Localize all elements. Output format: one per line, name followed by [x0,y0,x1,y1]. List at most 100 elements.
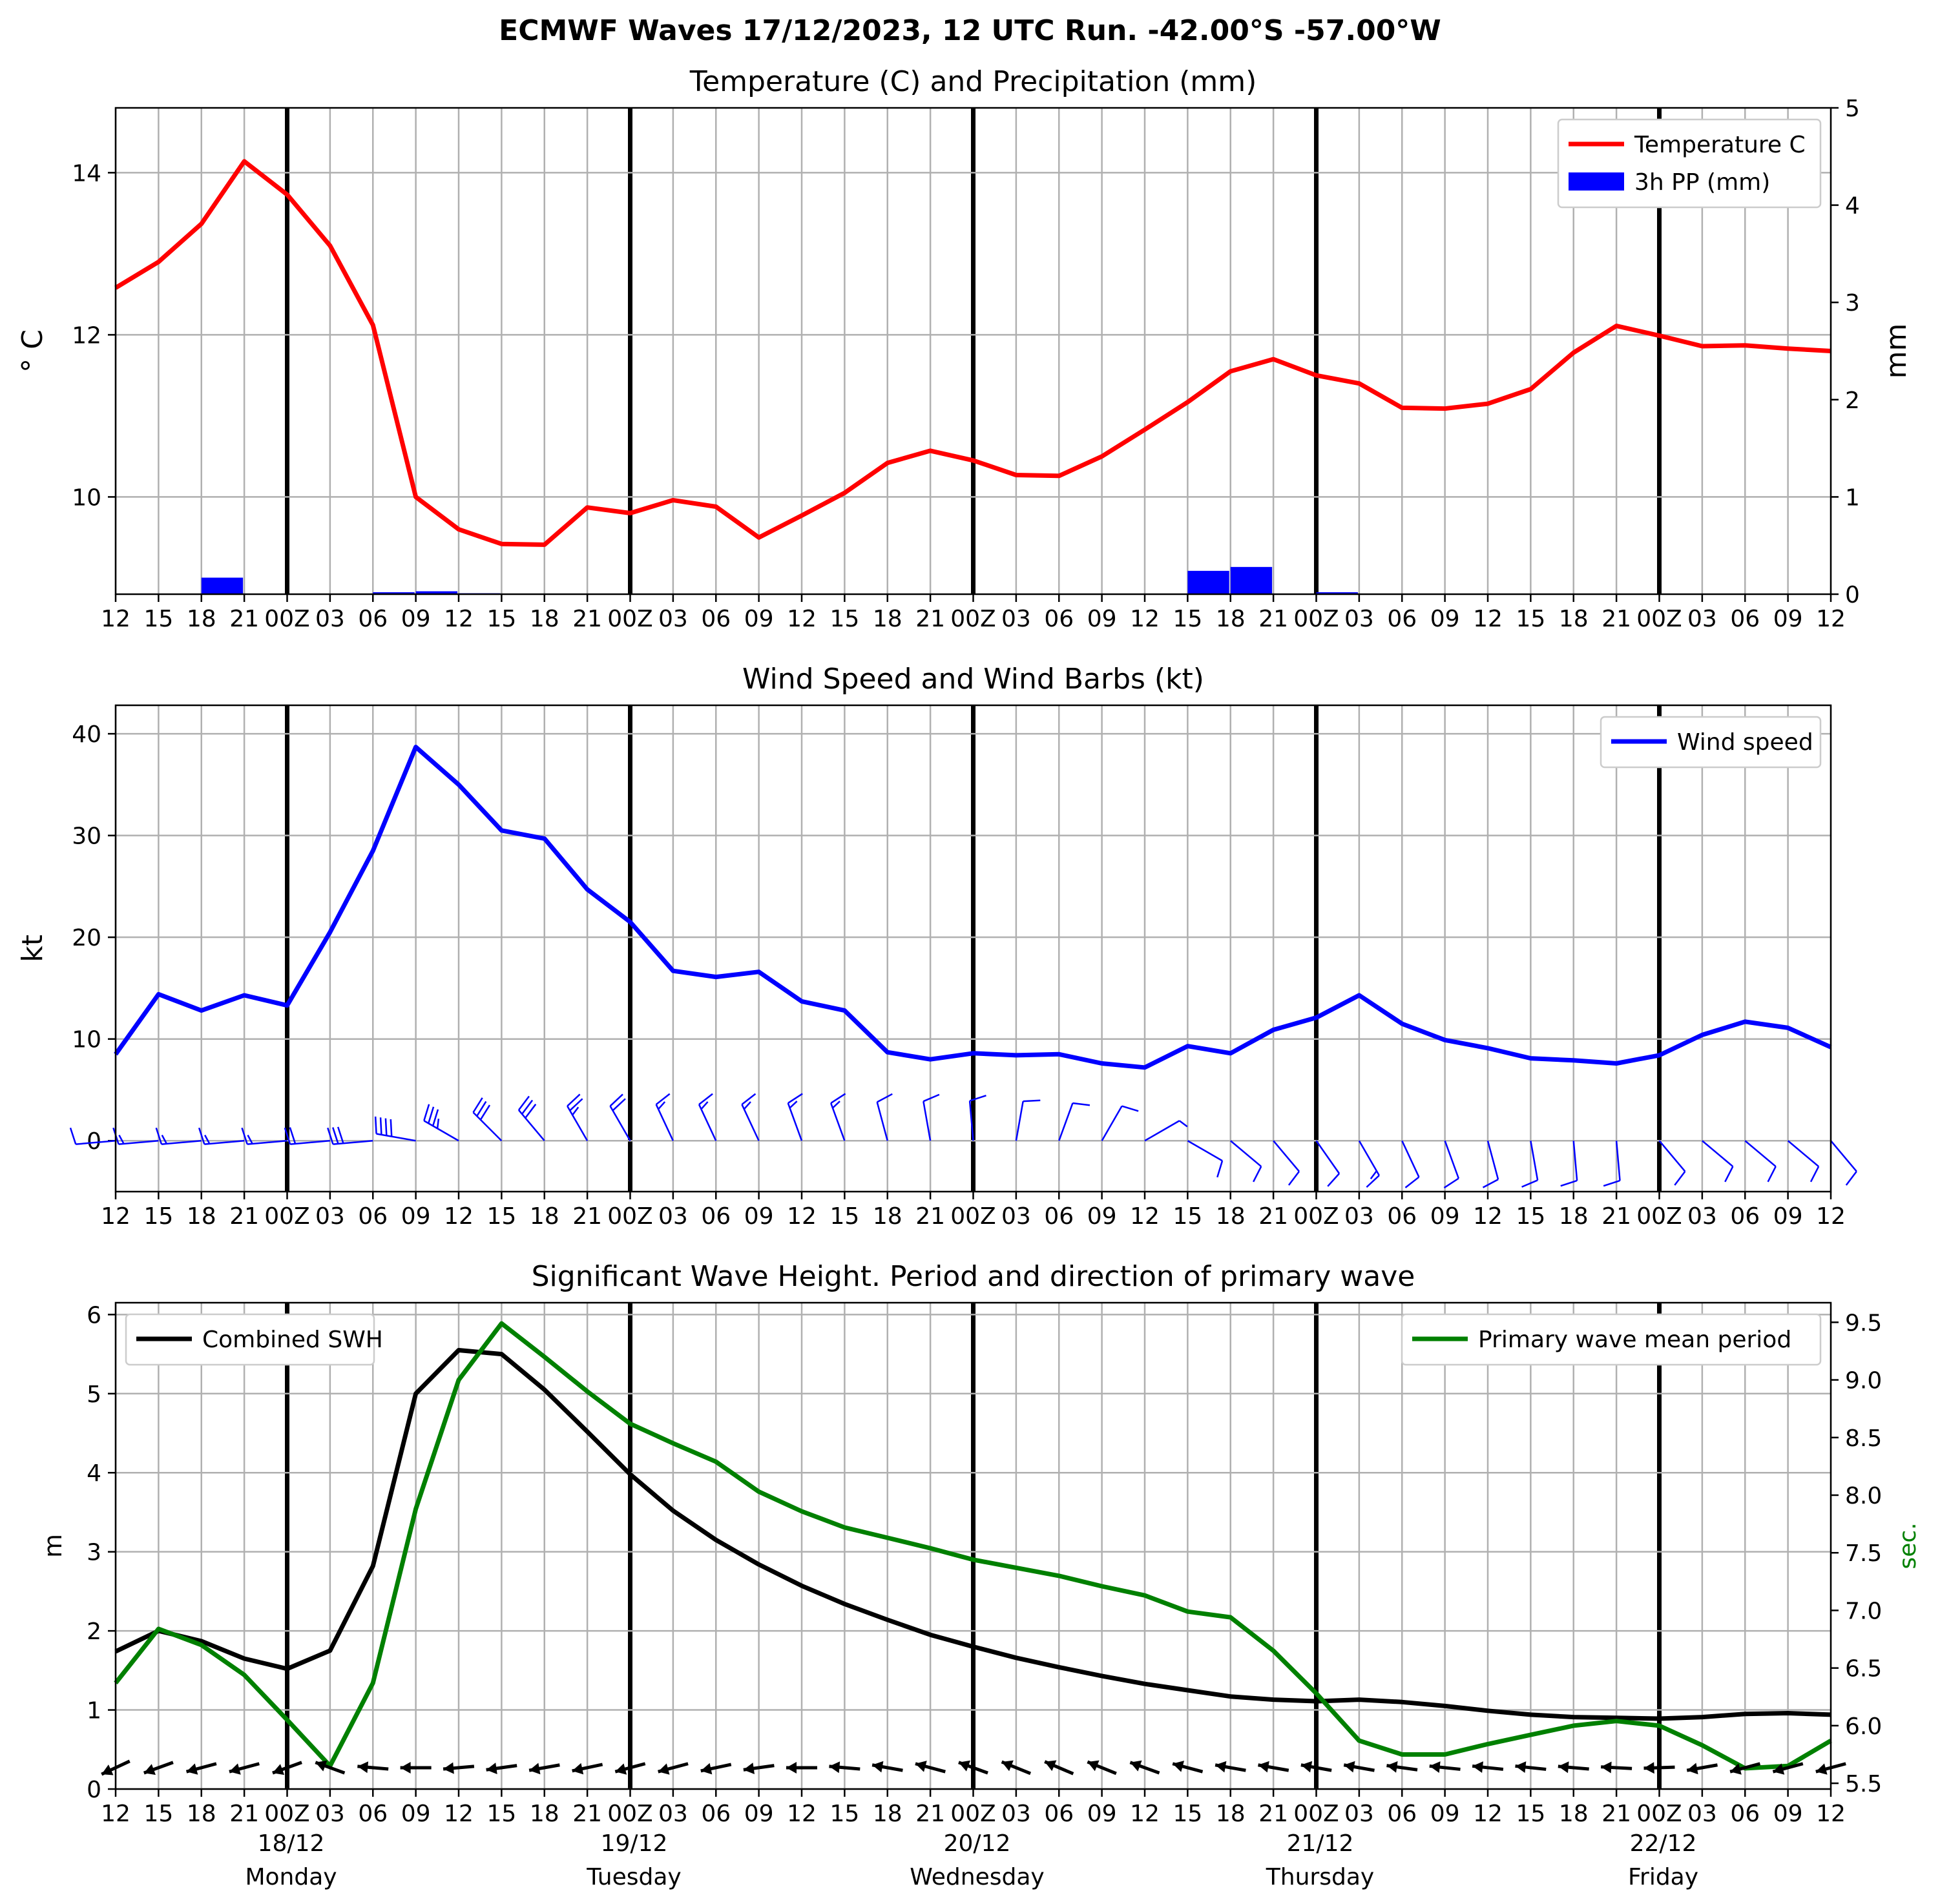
wave-direction-arrow [528,1763,560,1775]
arrow-head [1001,1760,1014,1772]
arrow-head [1173,1761,1184,1772]
x-tick-label: 00Z [950,1801,996,1827]
wind-barb [1521,1141,1539,1188]
legend-swatch [1569,172,1624,191]
x-tick-label: 12 [1130,606,1160,632]
x-tick-label: 21 [915,606,945,632]
wave-direction-arrow [871,1761,903,1773]
wave-direction-arrow [486,1763,517,1774]
day-date-label: 20/12 [944,1830,1011,1857]
barb-staff [609,1105,631,1141]
wave-direction-arrow [743,1763,775,1774]
y2-axis-label: sec. [1895,1522,1921,1569]
y-axis-label: m [39,1534,67,1558]
wind-barb [423,1104,459,1142]
x-tick-label: 21 [1601,1203,1631,1230]
barb-staff [655,1104,674,1141]
x-tick-label: 09 [401,1203,431,1230]
day-name-label: Friday [1628,1864,1698,1890]
x-tick-label: 18 [873,1801,902,1827]
x-tick-label: 12 [1816,1203,1846,1230]
barb-flag [1603,1179,1620,1187]
barb-staff [1830,1140,1857,1172]
y-tick-label: 0 [87,1128,101,1155]
arrow-head [1730,1763,1742,1775]
y-tick-label: 10 [72,1027,101,1053]
barb-flag [787,1093,803,1104]
barb-flag [1288,1170,1300,1186]
legend: Temperature C 3h PP (mm) [1557,118,1822,209]
x-tick-label: 21 [915,1801,945,1827]
y2-tick-label: 8.5 [1845,1425,1882,1452]
x-tick-label: 12 [1816,1801,1846,1827]
wind-barb [1315,1140,1340,1187]
barb-staff [1744,1140,1777,1168]
barb-flag [284,1127,291,1145]
y-tick-label: 0 [87,1777,101,1803]
x-tick-label: 12 [1130,1801,1160,1827]
x-tick-label: 03 [1001,1801,1031,1827]
wind-barb [567,1093,589,1141]
arrow-head [1472,1761,1483,1774]
x-tick-label: 06 [1387,1801,1417,1827]
y2-tick-label: 3 [1845,290,1860,316]
wave-direction-arrow [700,1763,732,1775]
barb-staff [1229,1140,1262,1168]
x-tick-label: 09 [744,1801,774,1827]
arrow-head [1687,1763,1698,1775]
x-tick-label: 18 [1216,606,1246,632]
y-axis-label: kt [16,935,49,962]
wind-barb [517,1095,545,1142]
arrow-head [615,1763,627,1775]
x-tick-label: 00Z [1293,1801,1339,1827]
wind-barb [1101,1105,1139,1141]
y2-tick-label: 7.0 [1845,1598,1882,1624]
x-tick-label: 09 [1773,1801,1803,1827]
precipitation-bar [1316,592,1358,594]
x-tick-label: 06 [1730,606,1760,632]
barb-flag [830,1093,846,1104]
y2-tick-label: 6.0 [1845,1713,1882,1740]
barb-flag [1443,1177,1459,1189]
legend-label: Temperature C [1634,132,1806,158]
wave-direction-arrow [185,1762,217,1775]
x-tick-label: 18 [530,1801,559,1827]
barb-flag [658,1101,666,1110]
x-tick-label: 15 [1173,1203,1202,1230]
wave-direction-arrow [357,1761,389,1774]
wind-barb [155,1127,202,1145]
x-tick-label: 03 [1344,1801,1374,1827]
wave-direction-arrow [443,1762,475,1774]
x-tick-label: 12 [787,606,817,632]
x-tick-label: 00Z [607,1203,652,1230]
y-axis-label: ° C [16,329,49,373]
barb-flag [1521,1179,1538,1188]
barb-flag [789,1101,798,1109]
barb-flag [479,1104,491,1121]
wind-barb [198,1127,245,1145]
x-tick-label: 18 [187,606,216,632]
x-tick-label: 09 [1773,606,1803,632]
x-tick-label: 18 [873,1203,902,1230]
x-tick-label: 03 [315,1801,345,1827]
wave-direction-arrow [143,1761,174,1775]
barb-staff [76,1139,116,1145]
barb-flag [289,1127,297,1144]
y-tick-label: 1 [87,1698,101,1724]
arrow-head [1773,1763,1785,1775]
x-tick-label: 09 [1430,1203,1460,1230]
barb-staff [1358,1140,1380,1176]
wave-direction-arrow [272,1761,302,1775]
x-tick-label: 03 [315,606,345,632]
arrow-head [700,1763,713,1775]
x-tick-label: 12 [787,1801,817,1827]
x-tick-label: 00Z [607,606,652,632]
y-tick-label: 14 [72,160,101,187]
arrow-head [1258,1761,1269,1773]
x-tick-label: 15 [1516,1203,1545,1230]
x-tick-label: 15 [829,606,859,632]
barb-staff [1787,1140,1819,1168]
x-tick-label: 12 [1473,606,1503,632]
x-tick-label: 18 [530,1203,559,1230]
x-tick-label: 18 [1559,606,1589,632]
